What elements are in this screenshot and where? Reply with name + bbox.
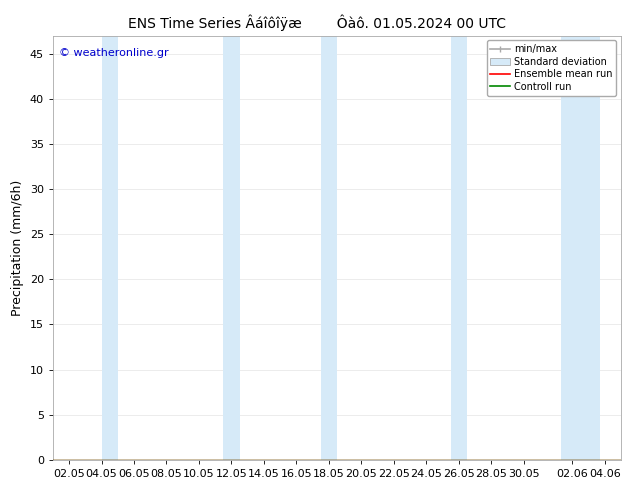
Text: ENS Time Series Âáîôîÿæ        Ôàô. 01.05.2024 00 UTC: ENS Time Series Âáîôîÿæ Ôàô. 01.05.2024 … [128,15,506,31]
Bar [223,36,240,460]
Bar [561,36,600,460]
Legend: min/max, Standard deviation, Ensemble mean run, Controll run: min/max, Standard deviation, Ensemble me… [486,41,616,96]
Bar [101,36,118,460]
Bar [451,36,467,460]
Bar [321,36,337,460]
Text: © weatheronline.gr: © weatheronline.gr [58,49,168,58]
Y-axis label: Precipitation (mm/6h): Precipitation (mm/6h) [11,180,24,316]
